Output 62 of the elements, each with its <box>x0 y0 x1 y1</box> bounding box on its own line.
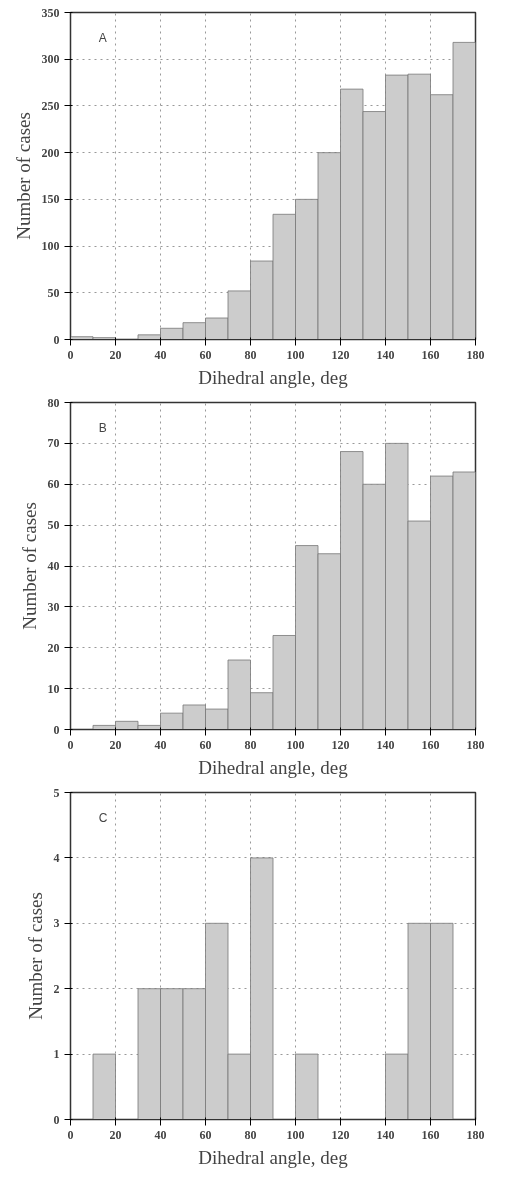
x-tick-label: 40 <box>154 347 167 362</box>
x-tick-label: 60 <box>199 347 212 362</box>
x-axis-title: Dihedral angle, deg <box>198 366 349 388</box>
y-tick-label: 150 <box>41 192 60 207</box>
y-tick-label: 300 <box>41 52 60 67</box>
x-tick-label: 120 <box>331 347 350 362</box>
annotation: C <box>98 811 108 826</box>
x-tick-label: 160 <box>421 737 440 752</box>
y-tick-label: 80 <box>47 395 60 410</box>
y-tick-label: 4 <box>53 850 60 865</box>
x-tick-label: 80 <box>244 737 257 752</box>
x-tick-label: 140 <box>376 347 395 362</box>
x-tick-label: 180 <box>466 1127 485 1142</box>
x-tick-label: 100 <box>286 1127 305 1142</box>
y-tick-label: 70 <box>47 436 60 451</box>
y-tick-label: 30 <box>47 599 60 614</box>
y-tick-label: 20 <box>47 640 60 655</box>
x-tick-label: 80 <box>244 347 257 362</box>
y-tick-label: 60 <box>47 477 60 492</box>
y-tick-label: 100 <box>41 239 60 254</box>
y-tick-label: 0 <box>53 332 60 347</box>
x-tick-label: 40 <box>154 737 167 752</box>
x-tick-label: 180 <box>466 347 485 362</box>
x-tick-label: 20 <box>109 347 122 362</box>
x-tick-label: 120 <box>331 737 350 752</box>
x-tick-label: 180 <box>466 737 485 752</box>
y-axis-title: Number of cases <box>18 502 40 630</box>
y-tick-label: 50 <box>47 518 60 533</box>
y-tick-label: 200 <box>41 145 60 160</box>
y-tick-label: 10 <box>47 681 60 696</box>
x-tick-label: 140 <box>376 1127 395 1142</box>
x-tick-label: 160 <box>421 347 440 362</box>
annotation: B <box>98 421 107 436</box>
x-tick-label: 160 <box>421 1127 440 1142</box>
x-tick-label: 60 <box>199 1127 212 1142</box>
x-tick-label: 20 <box>109 737 122 752</box>
x-tick-label: 120 <box>331 1127 350 1142</box>
y-axis-title: Number of cases <box>12 112 34 240</box>
y-axis-title: Number of cases <box>24 892 46 1020</box>
y-tick-label: 1 <box>53 1047 60 1062</box>
y-tick-label: 50 <box>47 285 60 300</box>
x-tick-label: 0 <box>67 1127 74 1142</box>
x-tick-label: 0 <box>67 737 74 752</box>
y-tick-label: 0 <box>53 1112 60 1127</box>
y-tick-label: 40 <box>47 559 60 573</box>
x-tick-label: 80 <box>244 1127 257 1142</box>
x-tick-label: 20 <box>109 1127 122 1142</box>
x-tick-label: 0 <box>67 347 74 362</box>
y-tick-label: 3 <box>53 916 60 931</box>
x-axis-title: Dihedral angle, deg <box>198 756 349 778</box>
x-axis-title: Dihedral angle, deg <box>198 1146 349 1168</box>
x-tick-label: 140 <box>376 737 395 752</box>
x-tick-label: 100 <box>286 737 305 752</box>
x-tick-label: 60 <box>199 737 212 752</box>
y-tick-label: 250 <box>41 98 60 113</box>
y-tick-label: 350 <box>41 5 60 20</box>
y-tick-label: 5 <box>53 785 60 800</box>
x-tick-label: 100 <box>286 347 305 362</box>
y-tick-label: 2 <box>53 981 60 996</box>
annotation: A <box>98 31 107 46</box>
x-tick-label: 40 <box>154 1127 167 1142</box>
y-tick-label: 0 <box>53 722 60 737</box>
